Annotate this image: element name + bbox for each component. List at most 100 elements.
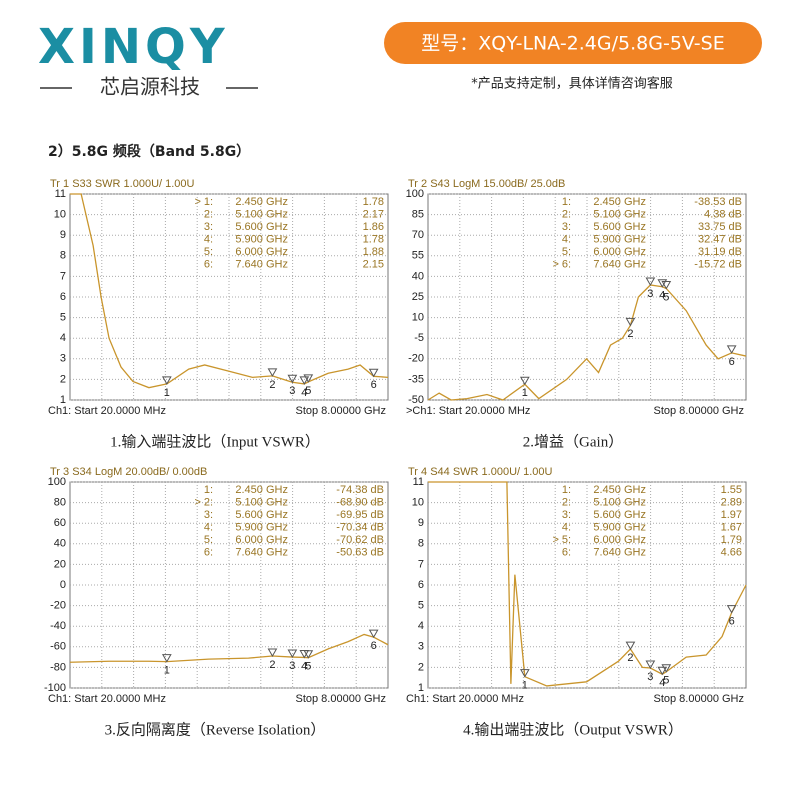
marker-value: -15.72 dB — [694, 258, 742, 270]
y-tick-label: 55 — [412, 250, 424, 262]
marker-freq: 5.600 GHz — [593, 509, 646, 521]
marker-value: -74.38 dB — [336, 484, 384, 496]
marker-label: 4: — [204, 521, 213, 533]
marker-freq: 7.640 GHz — [235, 546, 288, 558]
y-tick-label: -35 — [408, 373, 424, 385]
y-tick-label: 2 — [60, 373, 66, 385]
y-tick-label: 11 — [55, 188, 66, 200]
marker-value: 31.19 dB — [698, 246, 742, 258]
y-tick-label: 8 — [60, 250, 66, 262]
start-label: Ch1: Start 20.0000 MHz — [406, 693, 524, 705]
y-tick-label: -20 — [50, 600, 66, 612]
marker-value: 2.89 — [721, 496, 742, 508]
caption: 1.输入端驻波比（Input VSWR） — [110, 433, 320, 450]
y-tick-label: -5 — [414, 332, 424, 344]
marker-number: 3 — [647, 288, 653, 300]
marker-value: -38.53 dB — [694, 196, 742, 208]
marker — [303, 650, 314, 659]
y-tick-label: 6 — [418, 579, 424, 591]
y-tick-label: 4 — [60, 332, 66, 344]
marker-freq: 7.640 GHz — [235, 258, 288, 270]
marker-number: 6 — [371, 379, 377, 391]
marker-freq: 5.100 GHz — [593, 496, 646, 508]
marker-freq: 5.100 GHz — [235, 208, 288, 220]
y-tick-label: 5 — [60, 312, 66, 324]
marker-freq: 6.000 GHz — [235, 534, 288, 546]
marker-value: 4.38 dB — [704, 208, 742, 220]
marker-freq: 6.000 GHz — [593, 534, 646, 546]
marker-freq: 5.100 GHz — [593, 208, 646, 220]
marker-number: 3 — [647, 671, 653, 683]
marker-freq: 5.600 GHz — [235, 509, 288, 521]
stop-label: Stop 8.00000 GHz — [295, 693, 386, 705]
marker-number: 5 — [663, 291, 669, 303]
y-tick-label: 1 — [60, 394, 66, 406]
marker-value: 1.78 — [363, 233, 384, 245]
marker — [661, 664, 672, 673]
start-label: Ch1: Start 20.0000 MHz — [48, 693, 166, 705]
marker-value: 32.47 dB — [698, 233, 742, 245]
marker — [645, 277, 656, 286]
marker — [657, 279, 668, 288]
marker — [267, 648, 278, 657]
y-tick-label: 7 — [60, 270, 66, 282]
marker — [287, 649, 298, 659]
note: *产品支持定制，具体详情咨询客服 — [471, 76, 673, 92]
y-tick-label: 8 — [418, 538, 424, 550]
marker-number: 4 — [301, 387, 307, 399]
marker-number: 6 — [729, 616, 735, 628]
marker-number: 1 — [522, 680, 528, 692]
y-tick-label: 10 — [412, 312, 424, 324]
logo: XINQY — [38, 19, 229, 75]
marker-number: 4 — [659, 677, 665, 689]
marker — [519, 669, 530, 678]
marker-label: > 6: — [552, 258, 571, 270]
y-tick-label: 5 — [418, 600, 424, 612]
marker-value: 1.88 — [363, 246, 384, 258]
marker-number: 5 — [663, 675, 669, 687]
trace — [70, 193, 389, 389]
marker — [661, 280, 672, 290]
y-tick-label: 10 — [412, 497, 424, 509]
start-label: >Ch1: Start 20.0000 MHz — [406, 405, 530, 417]
marker-value: 2.17 — [363, 208, 384, 220]
y-tick-label: 80 — [54, 497, 66, 509]
y-tick-label: 0 — [60, 579, 66, 591]
stop-label: Stop 8.00000 GHz — [295, 405, 386, 417]
trace-label: Tr 4 S44 SWR 1.000U/ 1.00U — [408, 466, 553, 478]
y-tick-label: 40 — [54, 538, 66, 550]
marker-label: 1: — [562, 196, 571, 208]
marker-freq: 2.450 GHz — [593, 196, 646, 208]
trace — [427, 284, 747, 401]
marker-label: 3: — [562, 509, 571, 521]
y-tick-label: 60 — [54, 517, 66, 529]
marker — [303, 374, 314, 383]
marker — [299, 376, 310, 385]
caption: 4.输出端驻波比（Output VSWR） — [463, 721, 683, 738]
marker — [161, 376, 172, 385]
marker-freq: 5.900 GHz — [593, 233, 646, 245]
caption: 3.反向隔离度（Reverse Isolation） — [105, 721, 326, 738]
marker-label: 3: — [204, 509, 213, 521]
marker-freq: 2.450 GHz — [235, 196, 288, 208]
marker-label: > 2: — [194, 496, 213, 508]
marker-value: -69.95 dB — [336, 509, 384, 521]
start-label: Ch1: Start 20.0000 MHz — [48, 405, 166, 417]
marker-value: 1.79 — [721, 534, 742, 546]
marker-number: 2 — [269, 659, 275, 671]
trace — [428, 481, 747, 687]
marker-number: 1 — [164, 387, 170, 399]
marker-number: 2 — [627, 328, 633, 340]
y-tick-label: 4 — [418, 620, 424, 632]
y-tick-label: 9 — [60, 229, 66, 241]
marker-value: 1.67 — [721, 521, 742, 533]
marker-value: 1.55 — [721, 484, 742, 496]
y-tick-label: -60 — [50, 641, 66, 653]
y-tick-label: 100 — [48, 476, 66, 488]
y-tick-label: -100 — [44, 682, 66, 694]
marker-value: 33.75 dB — [698, 221, 742, 233]
y-tick-label: 85 — [412, 209, 424, 221]
marker-label: 4: — [562, 521, 571, 533]
marker-label: 3: — [204, 221, 213, 233]
y-tick-label: -20 — [408, 353, 424, 365]
